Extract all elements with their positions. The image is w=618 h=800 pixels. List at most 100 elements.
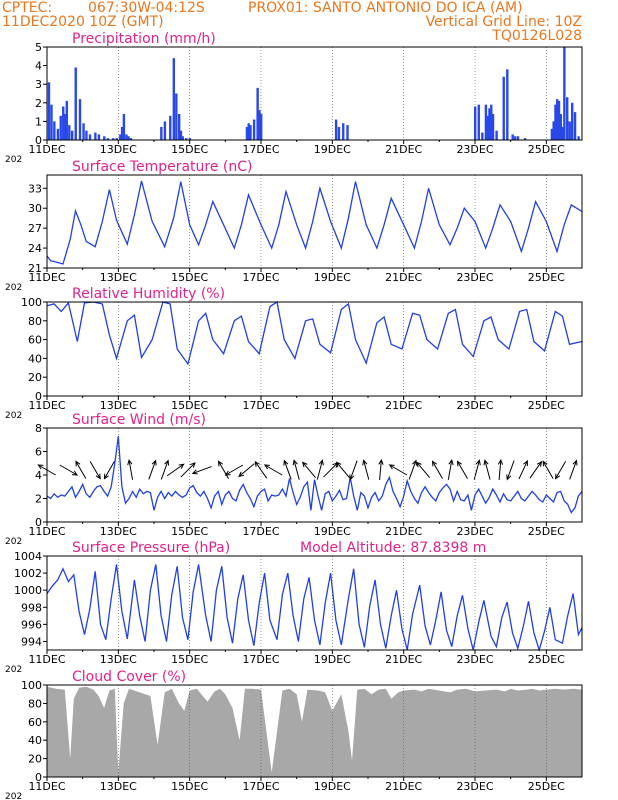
wind-vector-head bbox=[536, 460, 543, 467]
precip-bar bbox=[127, 136, 130, 140]
wind-vector-arrow bbox=[166, 463, 185, 477]
x-tick-label: 13DEC bbox=[100, 399, 137, 412]
wind-vector-arrow bbox=[263, 464, 283, 476]
wind-vector-shaft bbox=[225, 464, 244, 476]
y-tick-label: 1004 bbox=[14, 550, 42, 563]
x-tick-label: 11DEC bbox=[28, 525, 65, 538]
x-tick-label: 21DEC bbox=[385, 653, 422, 666]
x-tick-label: 11DEC bbox=[28, 399, 65, 412]
y-tick-label: 60 bbox=[28, 334, 42, 347]
wind-vector-arrow bbox=[416, 461, 431, 478]
wind-vector-head bbox=[555, 473, 561, 480]
wind-vector-shaft bbox=[389, 464, 408, 476]
wind-vector-shaft bbox=[166, 463, 184, 477]
precip-bar bbox=[179, 130, 183, 140]
panel-frame bbox=[46, 301, 583, 397]
x-tick-label: 17DEC bbox=[242, 399, 279, 412]
precip-bar bbox=[119, 134, 122, 140]
precip-bar bbox=[495, 130, 498, 140]
wind-vector-head bbox=[362, 459, 368, 466]
precip-bar bbox=[258, 110, 261, 140]
panel-title: Relative Humidity (%) bbox=[72, 286, 225, 302]
wind-vector-arrow bbox=[362, 459, 370, 480]
precip-bar bbox=[488, 108, 491, 140]
header-grid-line: Vertical Grid Line: 10Z bbox=[425, 14, 582, 30]
precip-bar bbox=[125, 134, 128, 140]
wind-vector-shaft bbox=[75, 461, 87, 479]
wind-vector-head bbox=[572, 459, 578, 466]
precip-bar bbox=[245, 126, 249, 140]
panel-press: 994 996 998 1000 1002 1004 11DEC 13DEC 15DEC 17DE… bbox=[5, 540, 583, 675]
y-tick-label: 1000 bbox=[14, 584, 42, 597]
wind-vector-arrow bbox=[160, 459, 170, 480]
x-year-label: 202 bbox=[5, 283, 22, 293]
precip-bar bbox=[249, 125, 252, 140]
wind-vector-arrow bbox=[217, 460, 229, 479]
precip-bar bbox=[85, 130, 88, 140]
y-tick-label: 996 bbox=[21, 618, 42, 631]
precip-bar bbox=[56, 128, 60, 140]
header-cptec: CPTEC: bbox=[2, 0, 53, 16]
wind-vector-shaft bbox=[529, 461, 542, 479]
y-tick-label: 994 bbox=[21, 635, 42, 648]
wind-vector-head bbox=[349, 474, 355, 481]
x-tick-label: 13DEC bbox=[100, 653, 137, 666]
x-tick-label: 25DEC bbox=[528, 525, 565, 538]
wind-vector-head bbox=[497, 458, 504, 465]
wind-vector-head bbox=[164, 459, 170, 466]
precip-bar bbox=[97, 134, 101, 140]
y-tick-label: 27 bbox=[28, 222, 42, 235]
wind-vector-head bbox=[318, 459, 324, 466]
temp-series-line bbox=[46, 180, 583, 265]
precip-bar bbox=[74, 67, 77, 140]
precip-bar bbox=[252, 119, 256, 140]
wind-vector-head bbox=[448, 459, 454, 466]
x-tick-label: 15DEC bbox=[171, 653, 208, 666]
x-tick-label: 21DEC bbox=[385, 143, 422, 156]
wind-vector-arrow bbox=[378, 458, 384, 481]
precip-bar bbox=[552, 121, 555, 140]
precip-bar bbox=[88, 134, 92, 140]
precip-bar bbox=[554, 104, 557, 140]
wind-vector-shaft bbox=[457, 461, 468, 479]
y-tick-label: 33 bbox=[28, 182, 42, 195]
wind-vector-shaft bbox=[336, 462, 350, 478]
precip-bar bbox=[523, 138, 527, 140]
wind-vector-head bbox=[335, 461, 342, 468]
y-tick-label: 20 bbox=[28, 371, 42, 384]
wind-vector-shaft bbox=[192, 466, 212, 474]
wind-vector-head bbox=[95, 473, 101, 480]
wind-vector-head bbox=[506, 474, 512, 481]
x-tick-label: 17DEC bbox=[242, 143, 279, 156]
x-tick-label: 13DEC bbox=[100, 143, 137, 156]
precip-bar bbox=[568, 121, 571, 140]
wind-vector-arrow bbox=[483, 459, 491, 480]
wind-vector-shaft bbox=[484, 460, 491, 480]
precip-bar bbox=[103, 136, 106, 140]
x-year-label: 202 bbox=[5, 537, 22, 547]
precip-bar bbox=[185, 138, 188, 140]
wind-vector-arrow bbox=[431, 460, 443, 479]
wind-vector-shaft bbox=[128, 460, 134, 480]
wind-vector-arrow bbox=[316, 459, 324, 480]
x-year-label: 202 bbox=[5, 665, 22, 675]
precip-bar bbox=[169, 115, 172, 140]
precip-bar bbox=[477, 104, 480, 140]
y-tick-label: 3 bbox=[35, 78, 42, 91]
precip-bar bbox=[556, 99, 559, 140]
wind-vector-arrow bbox=[283, 459, 292, 480]
wind-vector-shaft bbox=[238, 463, 255, 477]
x-tick-label: 11DEC bbox=[28, 653, 65, 666]
precip-bar bbox=[334, 119, 338, 140]
precip-bar bbox=[59, 115, 62, 140]
wind-vector-arrow bbox=[569, 459, 578, 480]
wind-vector-head bbox=[292, 459, 298, 466]
x-tick-label: 15DEC bbox=[171, 271, 208, 284]
wind-vector-shaft bbox=[379, 459, 382, 481]
x-tick-label: 23DEC bbox=[456, 653, 493, 666]
wind-vector-head bbox=[217, 460, 223, 467]
x-tick-label: 19DEC bbox=[314, 525, 351, 538]
wind-vector-head bbox=[72, 470, 79, 476]
header-station: PROX01: SANTO ANTONIO DO ICA (AM) bbox=[248, 0, 523, 16]
wind-vector-head bbox=[191, 469, 198, 475]
